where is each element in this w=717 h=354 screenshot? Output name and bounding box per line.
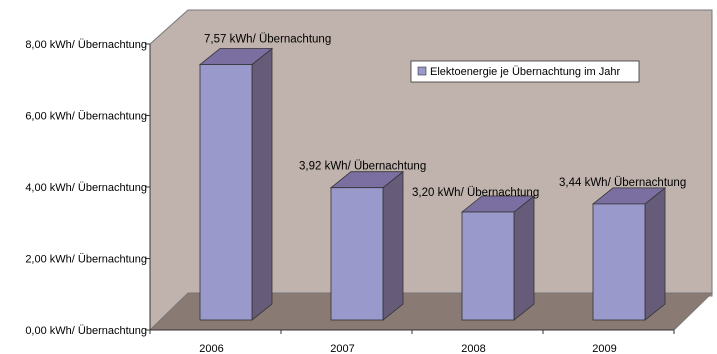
bar-side	[251, 47, 273, 321]
bar-2007	[329, 170, 405, 321]
bar-2006	[198, 47, 274, 321]
bar-side	[382, 170, 404, 321]
y-tick-label: 2,00 kWh/ Übernachtung	[25, 254, 147, 266]
data-label: 3,92 kWh/ Übernachtung	[299, 161, 426, 173]
x-axis-ticks: 2006 2007 2008 2009	[149, 330, 675, 354]
bar-2008	[460, 195, 536, 321]
bar-2009	[591, 187, 667, 321]
bar-front	[461, 211, 515, 321]
y-tick-label: 0,00 kWh/ Übernachtung	[25, 325, 147, 337]
bar-side	[644, 187, 666, 321]
x-tick-label: 2008	[461, 343, 485, 354]
legend-box	[410, 60, 640, 83]
legend-entry: Elektoenergie je Übernachtung im Jahr	[430, 66, 621, 78]
data-label: 7,57 kWh/ Übernachtung	[204, 34, 331, 46]
x-tick-label: 2009	[592, 343, 616, 354]
bar-front	[330, 187, 384, 321]
bars	[198, 47, 667, 321]
y-tick-label: 4,00 kWh/ Übernachtung	[25, 182, 147, 194]
y-tick-label: 6,00 kWh/ Übernachtung	[25, 111, 147, 123]
data-label: 3,20 kWh/ Übernachtung	[412, 187, 539, 199]
x-tick-label: 2007	[330, 343, 354, 354]
legend: Elektoenergie je Übernachtung im Jahr	[410, 60, 640, 83]
y-axis-ticks: 0,00 kWh/ Übernachtung 2,00 kWh/ Übernach…	[25, 39, 150, 337]
x-tick-label: 2006	[199, 343, 223, 354]
legend-swatch	[417, 66, 427, 76]
y-tick-label: 8,00 kWh/ Übernachtung	[25, 39, 147, 51]
bar-front	[592, 203, 646, 321]
bar-side	[513, 195, 535, 321]
data-labels: 7,57 kWh/ Übernachtung 3,92 kWh/ Übernach…	[204, 34, 686, 199]
bar-front	[199, 64, 253, 321]
data-label: 3,44 kWh/ Übernachtung	[559, 177, 686, 189]
